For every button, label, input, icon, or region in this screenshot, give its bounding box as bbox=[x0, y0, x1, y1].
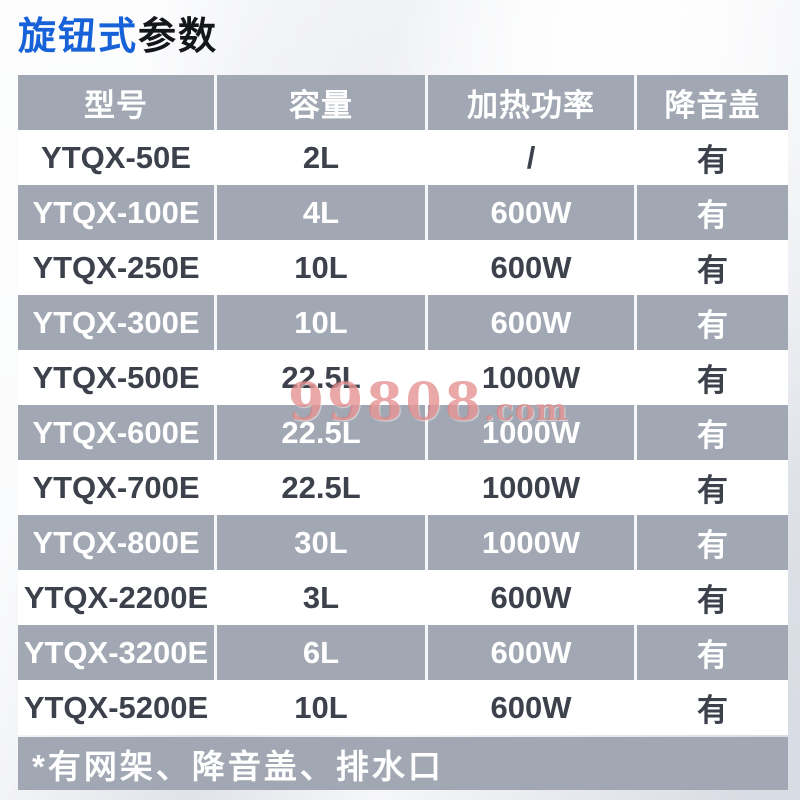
cell-capacity: 2L bbox=[217, 130, 428, 185]
cell-lid: 有 bbox=[697, 418, 728, 453]
cell-power: 1000W bbox=[428, 460, 637, 515]
cell-capacity: 22.5L bbox=[217, 460, 428, 515]
cell-capacity: 30L bbox=[217, 515, 428, 570]
cell-lid: 有 bbox=[697, 143, 728, 178]
cell-lid: 有 bbox=[697, 583, 728, 618]
cell-lid: 有 bbox=[697, 473, 728, 508]
table-row: YTQX-50E 2L / 有 bbox=[18, 130, 788, 185]
table-row: YTQX-800E 30L 1000W 有 bbox=[18, 515, 788, 570]
cell-capacity: 10L bbox=[217, 240, 428, 295]
cell-power: 1000W bbox=[428, 405, 637, 460]
cell-capacity: 3L bbox=[217, 570, 428, 625]
spec-table: 型号 容量 加热功率 降音盖 YTQX-50E 2L / 有 YTQX-100E… bbox=[18, 75, 788, 735]
cell-model: YTQX-3200E bbox=[18, 625, 217, 680]
header-model: 型号 bbox=[18, 75, 217, 130]
cell-lid: 有 bbox=[697, 363, 728, 398]
cell-model: YTQX-500E bbox=[18, 350, 217, 405]
cell-power: 600W bbox=[428, 185, 637, 240]
page-title: 旋钮式参数 bbox=[18, 12, 218, 62]
table-row: YTQX-300E 10L 600W 有 bbox=[18, 295, 788, 350]
cell-model: YTQX-2200E bbox=[18, 570, 217, 625]
cell-model: YTQX-5200E bbox=[18, 680, 217, 735]
cell-power: 600W bbox=[428, 680, 637, 735]
cell-lid: 有 bbox=[697, 638, 728, 673]
cell-model: YTQX-250E bbox=[18, 240, 217, 295]
cell-model: YTQX-700E bbox=[18, 460, 217, 515]
table-row: YTQX-2200E 3L 600W 有 bbox=[18, 570, 788, 625]
cell-power: 600W bbox=[428, 240, 637, 295]
cell-capacity: 22.5L bbox=[217, 405, 428, 460]
table-row: YTQX-700E 22.5L 1000W 有 bbox=[18, 460, 788, 515]
cell-capacity: 22.5L bbox=[217, 350, 428, 405]
cell-model: YTQX-100E bbox=[18, 185, 217, 240]
cell-model: YTQX-50E bbox=[18, 130, 217, 185]
table-row: YTQX-600E 22.5L 1000W 有 bbox=[18, 405, 788, 460]
page-title-highlight: 旋钮式 bbox=[18, 16, 139, 58]
cell-lid: 有 bbox=[697, 528, 728, 563]
cell-power: 600W bbox=[428, 295, 637, 350]
cell-power: 600W bbox=[428, 570, 637, 625]
cell-power: 1000W bbox=[428, 515, 637, 570]
cell-lid: 有 bbox=[697, 693, 728, 728]
header-capacity: 容量 bbox=[217, 75, 428, 130]
table-row: YTQX-5200E 10L 600W 有 bbox=[18, 680, 788, 735]
cell-capacity: 10L bbox=[217, 680, 428, 735]
cell-model: YTQX-800E bbox=[18, 515, 217, 570]
cell-model: YTQX-300E bbox=[18, 295, 217, 350]
cell-power: 600W bbox=[428, 625, 637, 680]
table-header-row: 型号 容量 加热功率 降音盖 bbox=[18, 75, 788, 130]
cell-power: / bbox=[428, 130, 637, 185]
table-row: YTQX-250E 10L 600W 有 bbox=[18, 240, 788, 295]
table-row: YTQX-100E 4L 600W 有 bbox=[18, 185, 788, 240]
header-lid: 降音盖 bbox=[664, 88, 761, 123]
cell-capacity: 6L bbox=[217, 625, 428, 680]
table-row: YTQX-500E 22.5L 1000W 有 bbox=[18, 350, 788, 405]
footnote-bar: *有网架、降音盖、排水口 bbox=[18, 737, 788, 790]
cell-lid: 有 bbox=[697, 198, 728, 233]
cell-lid: 有 bbox=[697, 253, 728, 288]
cell-capacity: 10L bbox=[217, 295, 428, 350]
footnote-text: *有网架、降音盖、排水口 bbox=[32, 747, 444, 785]
cell-lid: 有 bbox=[697, 308, 728, 343]
cell-capacity: 4L bbox=[217, 185, 428, 240]
cell-model: YTQX-600E bbox=[18, 405, 217, 460]
table-row: YTQX-3200E 6L 600W 有 bbox=[18, 625, 788, 680]
header-power: 加热功率 bbox=[428, 75, 637, 130]
page-title-rest: 参数 bbox=[138, 16, 219, 58]
cell-power: 1000W bbox=[428, 350, 637, 405]
